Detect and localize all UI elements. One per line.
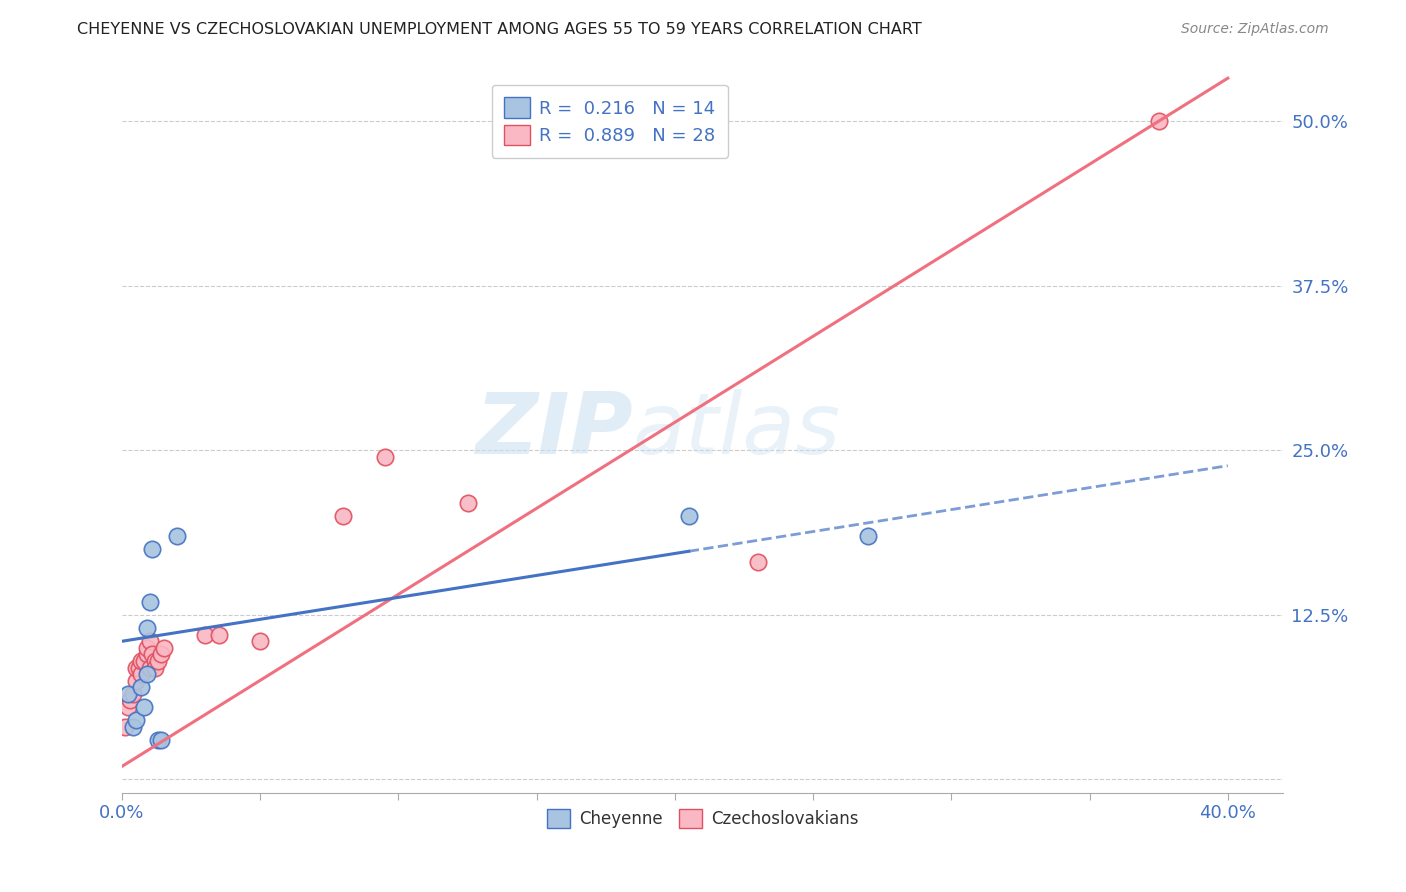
Point xyxy=(374,450,396,464)
Point xyxy=(131,667,153,681)
Point xyxy=(332,509,354,524)
Point xyxy=(136,648,159,662)
Point xyxy=(149,648,172,662)
Point xyxy=(125,713,148,727)
Point xyxy=(138,634,160,648)
Point xyxy=(114,720,136,734)
Point xyxy=(143,660,166,674)
Point xyxy=(194,628,217,642)
Point xyxy=(747,555,769,569)
Point xyxy=(208,628,231,642)
Legend: Cheyenne, Czechoslovakians: Cheyenne, Czechoslovakians xyxy=(540,803,865,835)
Point xyxy=(134,700,156,714)
Text: atlas: atlas xyxy=(633,389,841,472)
Point xyxy=(149,733,172,747)
Point xyxy=(117,700,139,714)
Point xyxy=(136,640,159,655)
Point xyxy=(131,681,153,695)
Point xyxy=(125,660,148,674)
Point xyxy=(136,667,159,681)
Point xyxy=(141,648,163,662)
Point xyxy=(138,595,160,609)
Point xyxy=(678,509,700,524)
Point xyxy=(136,621,159,635)
Point xyxy=(146,654,169,668)
Point xyxy=(117,687,139,701)
Point xyxy=(1147,114,1170,128)
Point xyxy=(152,640,174,655)
Point xyxy=(858,529,880,543)
Text: Source: ZipAtlas.com: Source: ZipAtlas.com xyxy=(1181,22,1329,37)
Point xyxy=(120,693,142,707)
Point xyxy=(166,529,188,543)
Point xyxy=(249,634,271,648)
Point xyxy=(146,733,169,747)
Point xyxy=(457,496,479,510)
Point xyxy=(125,673,148,688)
Point xyxy=(143,654,166,668)
Point xyxy=(122,687,145,701)
Point xyxy=(134,654,156,668)
Text: CHEYENNE VS CZECHOSLOVAKIAN UNEMPLOYMENT AMONG AGES 55 TO 59 YEARS CORRELATION C: CHEYENNE VS CZECHOSLOVAKIAN UNEMPLOYMENT… xyxy=(77,22,922,37)
Point xyxy=(141,542,163,557)
Point xyxy=(131,654,153,668)
Point xyxy=(122,720,145,734)
Text: ZIP: ZIP xyxy=(475,389,633,472)
Point xyxy=(128,660,150,674)
Point xyxy=(138,660,160,674)
